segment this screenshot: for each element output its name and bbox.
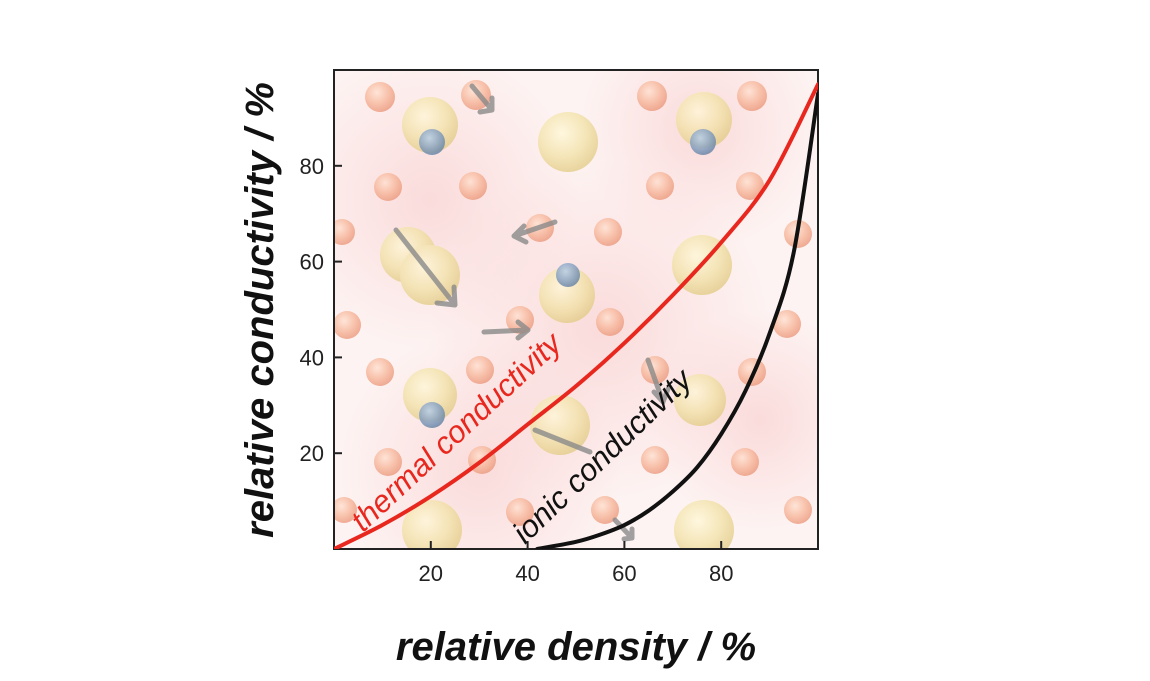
x-tick-label: 20 bbox=[419, 561, 443, 586]
background-illustration bbox=[334, 70, 818, 549]
series-line-0 bbox=[334, 82, 818, 549]
y-tick-label: 40 bbox=[300, 345, 324, 370]
curves bbox=[334, 82, 818, 549]
plot-frame bbox=[333, 69, 819, 550]
axis-ticks bbox=[334, 164, 723, 549]
y-tick-label: 20 bbox=[300, 441, 324, 466]
axis-tick-labels: 20 40 60 80 20 40 60 80 bbox=[300, 154, 734, 586]
series-line-1 bbox=[535, 91, 818, 549]
x-tick-label: 60 bbox=[612, 561, 636, 586]
y-axis-title: relative conductivity / % bbox=[238, 82, 282, 538]
x-axis-title: relative density / % bbox=[396, 625, 756, 669]
x-tick-label: 40 bbox=[515, 561, 539, 586]
y-tick-label: 60 bbox=[300, 250, 324, 275]
x-tick-label: 80 bbox=[709, 561, 733, 586]
y-tick-label: 80 bbox=[300, 154, 324, 179]
